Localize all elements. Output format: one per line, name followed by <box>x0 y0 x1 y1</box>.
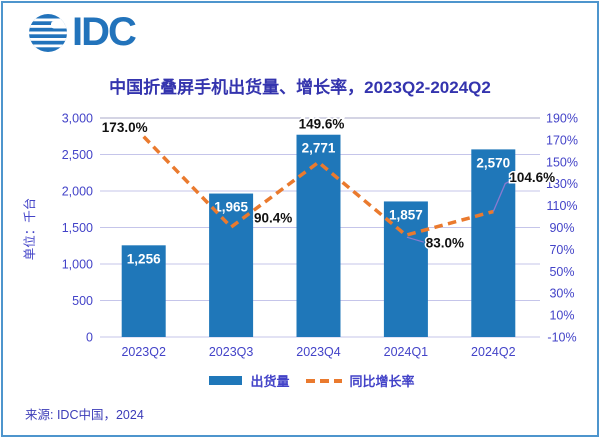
left-axis-tick-label: 500 <box>72 294 93 308</box>
chart-title: 中国折叠屏手机出货量、增长率，2023Q2-2024Q2 <box>109 78 491 97</box>
label-leader-line <box>492 179 512 212</box>
left-axis-title: 单位：千台 <box>22 198 37 261</box>
label-leader-line <box>406 236 425 243</box>
left-axis-tick-label: 3,000 <box>62 112 93 126</box>
legend-label: 出货量 <box>250 374 290 389</box>
left-axis-tick-label: 1,500 <box>62 221 93 235</box>
bar-value-label: 1,965 <box>214 200 248 215</box>
bar-value-label: 2,570 <box>476 155 510 170</box>
left-axis-tick-label: 2,000 <box>62 185 93 199</box>
growth-value-label: 149.6% <box>299 117 345 132</box>
legend: 出货量 同比增长率 <box>12 371 600 390</box>
left-axis-tick-label: 0 <box>86 331 93 345</box>
right-axis-tick-label: 110% <box>546 199 577 213</box>
right-axis-tick-label: 190% <box>546 112 578 126</box>
right-axis-tick-label: 10% <box>549 309 574 323</box>
bar-2023Q2 <box>121 245 166 337</box>
source-note: 来源: IDC中国，2024 <box>25 408 144 422</box>
left-axis-tick-label: 2,500 <box>62 148 93 162</box>
legend-item-growth: 同比增长率 <box>305 371 415 390</box>
growth-value-label: 104.6% <box>509 170 555 185</box>
dashed-line-swatch-icon <box>305 378 342 383</box>
right-axis-tick-label: 90% <box>549 221 574 235</box>
bar-value-label: 1,857 <box>389 207 423 222</box>
legend-item-shipments: 出货量 <box>209 371 290 390</box>
right-axis-tick-label: 130% <box>546 177 578 191</box>
bar-value-label: 1,256 <box>127 251 161 266</box>
bar-swatch-icon <box>209 376 243 385</box>
right-axis-tick-label: 50% <box>549 265 574 279</box>
right-axis-tick-label: -10% <box>547 331 576 345</box>
x-axis-label-2024Q2: 2024Q2 <box>471 345 516 359</box>
right-axis-tick-label: 70% <box>549 243 574 257</box>
right-axis-tick-label: 170% <box>546 133 578 147</box>
idc-logo-text: IDC <box>72 10 137 54</box>
x-axis-label-2024Q1: 2024Q1 <box>384 345 429 359</box>
x-axis-label-2023Q2: 2023Q2 <box>121 345 166 359</box>
growth-line <box>142 135 494 238</box>
bar-value-label: 2,771 <box>302 141 336 156</box>
growth-value-label: 83.0% <box>426 236 464 251</box>
growth-value-label: 90.4% <box>254 211 292 226</box>
right-axis-tick-label: 150% <box>546 155 578 169</box>
bar-2024Q2 <box>471 149 516 337</box>
x-axis-label-2023Q3: 2023Q3 <box>209 345 254 359</box>
idc-logo: IDC <box>26 10 137 54</box>
legend-label: 同比增长率 <box>349 374 415 389</box>
growth-value-label: 173.0% <box>102 120 148 135</box>
right-axis-tick-label: 30% <box>549 287 574 301</box>
idc-globe-icon <box>29 14 67 52</box>
x-axis-label-2023Q4: 2023Q4 <box>296 345 341 359</box>
left-axis-tick-label: 1,000 <box>62 258 93 272</box>
bar-2023Q4 <box>296 134 341 337</box>
